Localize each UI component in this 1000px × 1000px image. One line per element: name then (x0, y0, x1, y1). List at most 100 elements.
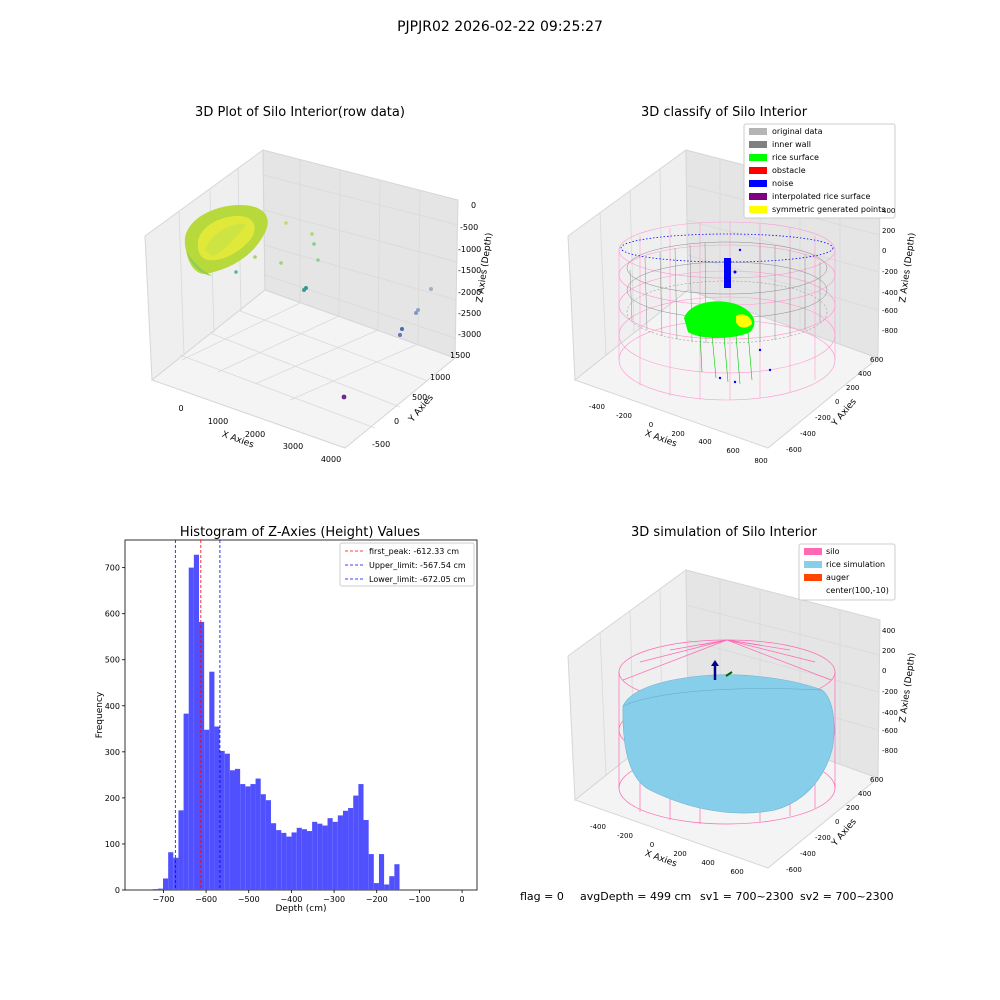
raw-yticks: -500 0 500 1000 1500 (372, 351, 470, 449)
classify-ytick: 200 (846, 384, 859, 392)
legend-swatch (749, 154, 767, 161)
legend-label: auger (826, 573, 850, 582)
histogram-bar (353, 795, 359, 890)
raw-ztick: -2000 (458, 288, 481, 297)
histogram-xtick-label: −700 (152, 895, 174, 904)
histogram-xtick-label: −300 (323, 895, 345, 904)
classify-xtick: 400 (698, 438, 711, 446)
histogram-bar (276, 830, 282, 890)
sim-ztick: 0 (882, 667, 886, 675)
histogram-bar (157, 888, 164, 890)
classify-ztick: 0 (882, 247, 886, 255)
histogram-bar (270, 823, 277, 890)
histogram-bar (199, 621, 205, 890)
sim-ztick: -600 (882, 727, 898, 735)
classify-ylabel: Y Axies (830, 397, 859, 429)
histogram-bar (327, 818, 333, 890)
histogram-bar (224, 753, 230, 890)
classify-ytick: 600 (870, 356, 883, 364)
sim-xtick: 200 (673, 850, 686, 858)
histogram-ytick-label: 500 (105, 656, 120, 665)
histogram-bar (173, 857, 179, 890)
classify-xticks: -400 -200 0 200 400 600 800 (589, 403, 768, 465)
histogram-bar (337, 815, 343, 890)
histogram-bar (245, 786, 251, 890)
sim-ztick: -800 (882, 747, 898, 755)
histogram-bar (363, 820, 369, 890)
classify-ztick: 400 (882, 207, 895, 215)
sim-ztick: -200 (882, 688, 898, 696)
raw-zticks: 0 -500 -1000 -1500 -2000 -2500 -3000 (458, 201, 481, 339)
histogram-bar (209, 671, 215, 890)
raw-ytick: -500 (372, 440, 390, 449)
histogram-bar (260, 794, 266, 890)
histogram-title: Histogram of Z-Axies (Height) Values (180, 525, 420, 540)
sim-xticks: -400 -200 0 200 400 600 (590, 823, 744, 876)
legend-swatch (749, 128, 767, 135)
histogram-bar (204, 729, 210, 890)
classify-pane-floor (573, 289, 880, 449)
histogram-xtick-label: −100 (408, 895, 430, 904)
sim-ytick: 400 (858, 790, 871, 798)
histogram-bar (286, 836, 292, 890)
histogram-bar (301, 829, 307, 890)
raw-gridlines (178, 160, 459, 429)
legend-swatch (749, 180, 767, 187)
classify-ytick: 400 (858, 370, 871, 378)
histogram-bar (168, 852, 174, 890)
histogram-ytick-label: 700 (105, 564, 120, 573)
histogram-bar (394, 864, 400, 890)
raw-xtick: 0 (178, 404, 183, 413)
histogram-bar (358, 784, 364, 890)
classify-xtick: -400 (589, 403, 605, 411)
histogram-bar (306, 831, 313, 890)
classify-rice-surface (684, 301, 755, 385)
histogram-bar (296, 827, 302, 890)
raw-ztick: -2500 (458, 309, 481, 318)
classify-ytick: -600 (786, 446, 802, 454)
histogram-bars (152, 554, 400, 890)
sim-ytick: 200 (846, 804, 859, 812)
classify-3d-panel: 3D classify of Silo Interior (567, 105, 918, 465)
histogram-bar (373, 883, 379, 890)
legend-swatch (749, 167, 767, 174)
histogram-bar (332, 821, 338, 890)
status-footer: flag = 0 avgDepth = 499 cm sv1 = 700~230… (520, 890, 894, 903)
raw-ztick: 0 (471, 201, 476, 210)
raw-ytick: 0 (394, 417, 399, 426)
sim-ytick: 600 (870, 776, 883, 784)
legend-swatch (804, 561, 822, 568)
histogram-bar (384, 884, 390, 890)
histogram-xlabel: Depth (cm) (275, 904, 326, 914)
sim-zlabel: Z Axies (Depth) (898, 652, 918, 723)
sim-xtick: 600 (730, 868, 743, 876)
classify-xtick: 200 (671, 430, 684, 438)
classify-xtick: 800 (754, 457, 767, 465)
legend-swatch (804, 574, 822, 581)
histogram-bar (234, 768, 241, 890)
sim-xtick: 0 (650, 841, 654, 849)
histogram-bar (250, 784, 256, 890)
legend-swatch (749, 141, 767, 148)
histogram-bar (178, 810, 184, 890)
simulation-legend: silo rice simulation auger center(100,-1… (798, 543, 896, 601)
histogram-bar (163, 878, 169, 890)
raw-xtick: 4000 (321, 455, 341, 464)
legend-swatch (749, 206, 767, 213)
raw-xtick: 2000 (245, 430, 265, 439)
classify-xtick: 600 (726, 447, 739, 455)
legend-swatch (804, 548, 822, 555)
histogram-bar (193, 554, 200, 890)
classify-zlabel: Z Axies (Depth) (898, 232, 918, 303)
classify-xtick: -200 (616, 412, 632, 420)
histogram-bar (317, 823, 323, 890)
classify-legend: original data inner wall rice surface ob… (743, 123, 896, 219)
histogram-reference-lines (174, 540, 221, 890)
legend-swatch (749, 193, 767, 200)
raw-ytick: 1000 (430, 373, 450, 382)
histogram-bar (368, 854, 374, 890)
legend-label: center(100,-10) (826, 586, 889, 595)
legend-label: obstacle (772, 166, 806, 175)
sim-rice-top-edge (622, 688, 823, 707)
